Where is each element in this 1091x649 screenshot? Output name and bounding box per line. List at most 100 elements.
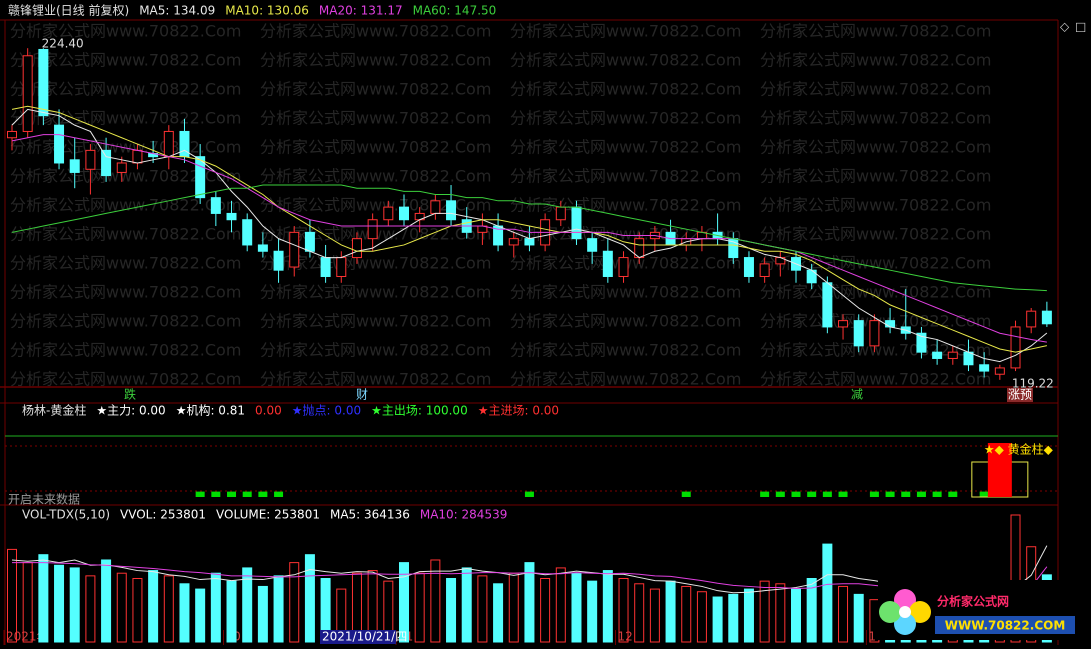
- watermark: 分析家公式网www.70822.Com: [510, 196, 741, 215]
- legend-text: ★机构: 0.81: [176, 403, 245, 418]
- watermark: 分析家公式网www.70822.Com: [260, 370, 491, 389]
- watermark: 分析家公式网www.70822.Com: [510, 138, 741, 157]
- logo-petal: [879, 601, 901, 623]
- candle-body: [132, 149, 143, 164]
- candle-body: [320, 257, 331, 277]
- legend-text: MA20: 131.17: [319, 4, 403, 18]
- volume-bar: [257, 585, 268, 643]
- candle-body: [226, 212, 237, 221]
- candle-body: [210, 197, 221, 214]
- legend-text: MA5: 364136: [330, 508, 410, 522]
- indicator-bar: [901, 491, 911, 497]
- candle-body: [932, 351, 943, 359]
- candle-body: [304, 231, 315, 252]
- volume-bar: [289, 562, 300, 643]
- indicator-bar: [979, 491, 989, 497]
- watermark: 分析家公式网www.70822.Com: [10, 225, 241, 244]
- legend-text: 杨林-黄金柱: [22, 403, 86, 418]
- legend-text: MA10: 130.06: [225, 4, 309, 18]
- watermark: 分析家公式网www.70822.Com: [510, 341, 741, 360]
- watermark: 分析家公式网www.70822.Com: [10, 370, 241, 389]
- indicator-bar: [775, 491, 785, 497]
- icon[interactable]: ◇: [1060, 20, 1070, 34]
- volume-bar: [602, 570, 613, 643]
- signal-label: 减: [851, 388, 863, 402]
- candle-body: [743, 257, 754, 277]
- candle-body: [524, 238, 535, 246]
- volume-bar: [712, 596, 723, 643]
- candle-body: [336, 257, 347, 277]
- legend-text: MA60: 147.50: [413, 4, 497, 18]
- volume-bar: [226, 580, 237, 643]
- watermark: 分析家公式网www.70822.Com: [260, 283, 491, 302]
- watermark: 分析家公式网www.70822.Com: [510, 370, 741, 389]
- candle-body: [163, 130, 174, 158]
- watermark: 分析家公式网www.70822.Com: [760, 51, 991, 70]
- indicator-bar: [227, 491, 237, 497]
- indicator-bar: [987, 443, 1012, 497]
- indicator-bar: [948, 491, 958, 497]
- volume-bar: [273, 575, 284, 643]
- watermark: 分析家公式网www.70822.Com: [510, 80, 741, 99]
- legend-text: VVOL: 253801: [120, 508, 206, 522]
- volume-bar: [132, 578, 143, 643]
- candle-body: [571, 206, 582, 240]
- legend-text: 赣锋锂业(日线 前复权): [8, 3, 129, 18]
- volume-bar: [649, 588, 660, 643]
- watermark: 分析家公式网www.70822.Com: [760, 109, 991, 128]
- legend-text: VOLUME: 253801: [216, 508, 320, 522]
- candle-body: [242, 219, 253, 246]
- indicator-bar: [524, 491, 534, 497]
- volume-bar: [822, 543, 833, 643]
- candle-body: [602, 250, 613, 277]
- watermark: 分析家公式网www.70822.Com: [260, 51, 491, 70]
- candle-body: [7, 130, 17, 139]
- watermark: 分析家公式网www.70822.Com: [760, 80, 991, 99]
- candle-body: [430, 200, 441, 214]
- watermark: 分析家公式网www.70822.Com: [760, 196, 991, 215]
- candle-body: [1010, 326, 1021, 369]
- indicator-bar: [807, 491, 817, 497]
- legend-text: MA10: 284539: [420, 508, 508, 522]
- watermark: 分析家公式网www.70822.Com: [510, 167, 741, 186]
- watermark: 分析家公式网www.70822.Com: [260, 80, 491, 99]
- watermark: 分析家公式网www.70822.Com: [760, 254, 991, 273]
- candle-body: [587, 238, 598, 252]
- watermark: 分析家公式网www.70822.Com: [10, 341, 241, 360]
- watermark: 分析家公式网www.70822.Com: [760, 167, 991, 186]
- candle-body: [555, 206, 566, 221]
- low-label: 119.22: [1012, 376, 1054, 390]
- candle-body: [885, 320, 896, 328]
- volume-bar: [195, 588, 206, 643]
- logo-petal: [894, 589, 916, 611]
- logo-url-bg: [935, 616, 1075, 634]
- volume-bar: [85, 575, 96, 643]
- volume-bar: [242, 567, 253, 643]
- candle-body: [273, 250, 284, 271]
- candle-body: [446, 200, 457, 221]
- volume-bar: [446, 578, 457, 643]
- volume-bar: [524, 562, 535, 643]
- candle-body: [101, 149, 112, 177]
- logo: 分析家公式网 WWW.70822.COM: [878, 580, 1078, 640]
- legend-text: 0.00: [255, 404, 282, 418]
- candle-body: [994, 367, 1005, 375]
- ma-line: [11, 184, 1047, 292]
- icon[interactable]: □: [1075, 20, 1086, 34]
- legend-text: VOL-TDX(5,10): [22, 508, 110, 522]
- watermark: 分析家公式网www.70822.Com: [260, 196, 491, 215]
- indicator-bar: [760, 491, 770, 497]
- candle-body: [618, 257, 629, 277]
- volume-bar: [618, 578, 629, 643]
- volume-bar: [853, 593, 864, 643]
- ma-line: [11, 108, 1048, 363]
- candle-body: [759, 263, 770, 277]
- volume-bar: [806, 578, 817, 643]
- legend-text: ★抛点: 0.00: [292, 403, 361, 418]
- volume-bar: [728, 593, 739, 643]
- watermark: 分析家公式网www.70822.Com: [260, 341, 491, 360]
- watermark: 分析家公式网www.70822.Com: [760, 370, 991, 389]
- candle-body: [869, 320, 880, 347]
- watermark: 分析家公式网www.70822.Com: [10, 196, 241, 215]
- legend-text: MA5: 134.09: [139, 4, 215, 18]
